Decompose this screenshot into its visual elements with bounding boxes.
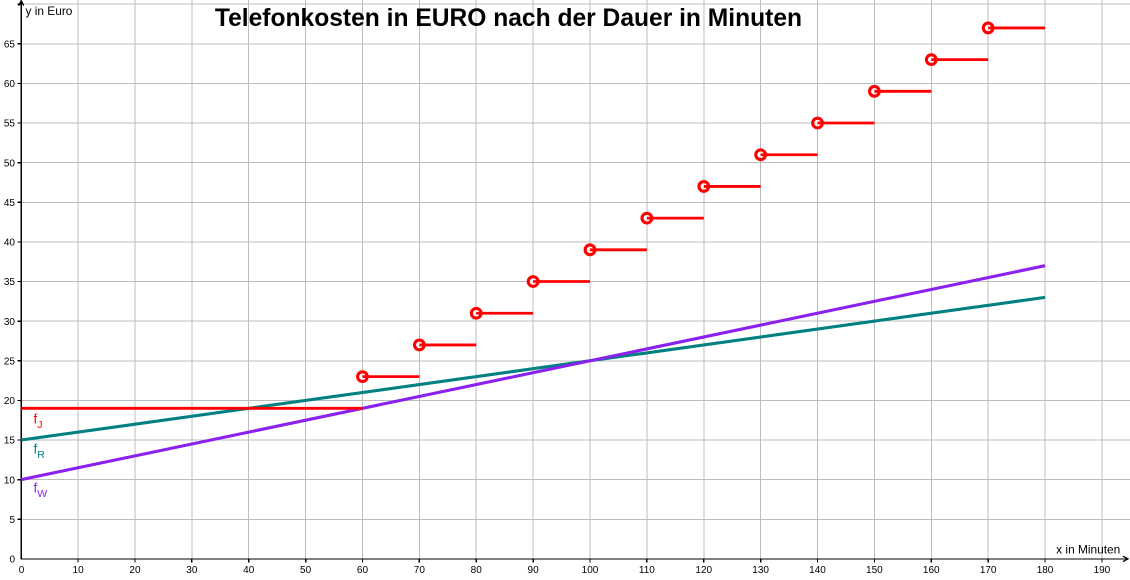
- svg-text:15: 15: [4, 436, 16, 447]
- svg-text:fR: fR: [34, 442, 46, 462]
- svg-text:50: 50: [4, 158, 16, 169]
- svg-text:0: 0: [19, 565, 25, 576]
- svg-text:fJ: fJ: [34, 412, 43, 432]
- svg-text:30: 30: [4, 317, 16, 328]
- svg-text:40: 40: [243, 565, 255, 576]
- svg-text:45: 45: [4, 198, 16, 209]
- svg-text:150: 150: [866, 565, 883, 576]
- svg-text:140: 140: [809, 565, 826, 576]
- svg-text:80: 80: [471, 565, 483, 576]
- svg-text:y in Euro: y in Euro: [26, 4, 73, 18]
- svg-text:10: 10: [73, 565, 85, 576]
- svg-text:180: 180: [1037, 565, 1054, 576]
- svg-text:50: 50: [300, 565, 312, 576]
- svg-text:90: 90: [528, 565, 540, 576]
- svg-text:35: 35: [4, 277, 16, 288]
- svg-text:x in Minuten: x in Minuten: [1056, 543, 1120, 557]
- svg-text:40: 40: [4, 238, 16, 249]
- svg-text:55: 55: [4, 119, 16, 130]
- svg-text:160: 160: [923, 565, 940, 576]
- svg-text:170: 170: [980, 565, 997, 576]
- svg-text:60: 60: [357, 565, 369, 576]
- svg-text:30: 30: [186, 565, 198, 576]
- svg-text:190: 190: [1094, 565, 1111, 576]
- svg-text:5: 5: [9, 515, 15, 526]
- svg-text:20: 20: [4, 396, 16, 407]
- svg-text:65: 65: [4, 39, 16, 50]
- svg-text:60: 60: [4, 79, 16, 90]
- svg-text:110: 110: [639, 565, 655, 576]
- svg-text:20: 20: [129, 565, 141, 576]
- svg-text:120: 120: [695, 565, 712, 576]
- svg-text:25: 25: [4, 356, 16, 367]
- svg-text:10: 10: [4, 475, 16, 486]
- svg-text:0: 0: [9, 555, 15, 566]
- svg-text:130: 130: [752, 565, 769, 576]
- svg-text:70: 70: [414, 565, 426, 576]
- svg-text:100: 100: [582, 565, 599, 576]
- svg-text:Telefonkosten in EURO nach der: Telefonkosten in EURO nach der Dauer in …: [215, 5, 802, 32]
